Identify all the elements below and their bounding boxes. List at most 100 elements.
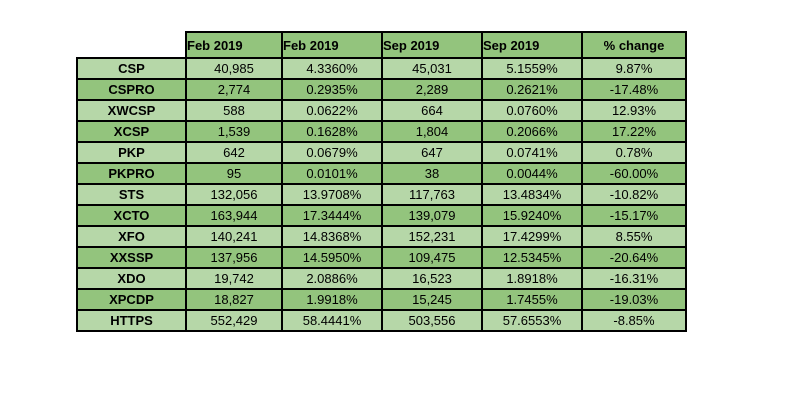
cell-pct-change: 12.93% [581, 99, 687, 122]
row-label: XDO [76, 267, 187, 290]
cell-feb-count: 1,539 [185, 120, 283, 143]
cell-pct-change: -15.17% [581, 204, 687, 227]
row-label: CSP [76, 57, 187, 80]
cell-sep-count: 503,556 [381, 309, 483, 332]
cell-feb-count: 95 [185, 162, 283, 185]
cell-feb-share: 14.5950% [281, 246, 383, 269]
cell-pct-change: -8.85% [581, 309, 687, 332]
cell-sep-share: 0.0044% [481, 162, 583, 185]
protocol-comparison-table: Feb 2019 Feb 2019 Sep 2019 Sep 2019 % ch… [76, 31, 687, 332]
header-row: Feb 2019 Feb 2019 Sep 2019 Sep 2019 % ch… [77, 31, 687, 59]
table-row: CSPRO 2,774 0.2935% 2,289 0.2621% -17.48… [76, 78, 687, 101]
cell-sep-count: 2,289 [381, 78, 483, 101]
cell-feb-count: 132,056 [185, 183, 283, 206]
cell-feb-count: 137,956 [185, 246, 283, 269]
cell-pct-change: 17.22% [581, 120, 687, 143]
header-sep-2019-share: Sep 2019 [481, 31, 583, 59]
cell-sep-share: 13.4834% [481, 183, 583, 206]
table-row: XCTO 163,944 17.3444% 139,079 15.9240% -… [76, 204, 687, 227]
cell-sep-share: 0.2066% [481, 120, 583, 143]
cell-feb-count: 18,827 [185, 288, 283, 311]
row-label: XCTO [76, 204, 187, 227]
cell-feb-count: 163,944 [185, 204, 283, 227]
cell-feb-share: 0.1628% [281, 120, 383, 143]
cell-sep-share: 0.0741% [481, 141, 583, 164]
cell-pct-change: 9.87% [581, 57, 687, 80]
row-label: CSPRO [76, 78, 187, 101]
cell-feb-count: 552,429 [185, 309, 283, 332]
corner-spacer [77, 32, 186, 58]
cell-feb-count: 140,241 [185, 225, 283, 248]
row-label: XWCSP [76, 99, 187, 122]
cell-sep-count: 16,523 [381, 267, 483, 290]
cell-feb-share: 0.2935% [281, 78, 383, 101]
cell-sep-count: 1,804 [381, 120, 483, 143]
cell-sep-count: 664 [381, 99, 483, 122]
cell-sep-share: 15.9240% [481, 204, 583, 227]
cell-feb-share: 4.3360% [281, 57, 383, 80]
cell-sep-share: 17.4299% [481, 225, 583, 248]
cell-feb-share: 0.0679% [281, 141, 383, 164]
table-row: XPCDP 18,827 1.9918% 15,245 1.7455% -19.… [76, 288, 687, 311]
cell-feb-count: 642 [185, 141, 283, 164]
cell-feb-share: 0.0101% [281, 162, 383, 185]
cell-sep-count: 117,763 [381, 183, 483, 206]
cell-pct-change: 8.55% [581, 225, 687, 248]
table-row: XFO 140,241 14.8368% 152,231 17.4299% 8.… [76, 225, 687, 248]
cell-feb-share: 0.0622% [281, 99, 383, 122]
cell-sep-share: 57.6553% [481, 309, 583, 332]
cell-feb-share: 58.4441% [281, 309, 383, 332]
cell-sep-share: 0.0760% [481, 99, 583, 122]
row-label: HTTPS [76, 309, 187, 332]
cell-sep-share: 0.2621% [481, 78, 583, 101]
row-label: XXSSP [76, 246, 187, 269]
cell-sep-count: 152,231 [381, 225, 483, 248]
cell-feb-count: 19,742 [185, 267, 283, 290]
cell-pct-change: -17.48% [581, 78, 687, 101]
table-row: CSP 40,985 4.3360% 45,031 5.1559% 9.87% [76, 57, 687, 80]
table-row: PKPRO 95 0.0101% 38 0.0044% -60.00% [76, 162, 687, 185]
cell-pct-change: -19.03% [581, 288, 687, 311]
cell-sep-count: 109,475 [381, 246, 483, 269]
cell-feb-share: 2.0886% [281, 267, 383, 290]
row-label: XPCDP [76, 288, 187, 311]
table-row: PKP 642 0.0679% 647 0.0741% 0.78% [76, 141, 687, 164]
header-pct-change: % change [581, 31, 687, 59]
cell-sep-count: 45,031 [381, 57, 483, 80]
table-row: XWCSP 588 0.0622% 664 0.0760% 12.93% [76, 99, 687, 122]
header-feb-2019-count: Feb 2019 [185, 31, 283, 59]
cell-sep-count: 38 [381, 162, 483, 185]
cell-sep-count: 647 [381, 141, 483, 164]
cell-feb-share: 14.8368% [281, 225, 383, 248]
cell-feb-count: 40,985 [185, 57, 283, 80]
cell-feb-share: 13.9708% [281, 183, 383, 206]
table-row: XXSSP 137,956 14.5950% 109,475 12.5345% … [76, 246, 687, 269]
cell-feb-count: 588 [185, 99, 283, 122]
row-label: PKPRO [76, 162, 187, 185]
table-row: STS 132,056 13.9708% 117,763 13.4834% -1… [76, 183, 687, 206]
cell-feb-share: 17.3444% [281, 204, 383, 227]
cell-feb-count: 2,774 [185, 78, 283, 101]
table-row: HTTPS 552,429 58.4441% 503,556 57.6553% … [76, 309, 687, 332]
row-label: PKP [76, 141, 187, 164]
cell-pct-change: -10.82% [581, 183, 687, 206]
row-label: XFO [76, 225, 187, 248]
table-body: CSP 40,985 4.3360% 45,031 5.1559% 9.87% … [76, 57, 687, 332]
cell-sep-share: 12.5345% [481, 246, 583, 269]
row-label: STS [76, 183, 187, 206]
cell-sep-count: 139,079 [381, 204, 483, 227]
header-feb-2019-share: Feb 2019 [281, 31, 383, 59]
cell-sep-count: 15,245 [381, 288, 483, 311]
cell-sep-share: 1.8918% [481, 267, 583, 290]
cell-pct-change: -16.31% [581, 267, 687, 290]
table-row: XDO 19,742 2.0886% 16,523 1.8918% -16.31… [76, 267, 687, 290]
cell-sep-share: 5.1559% [481, 57, 583, 80]
cell-sep-share: 1.7455% [481, 288, 583, 311]
header-sep-2019-count: Sep 2019 [381, 31, 483, 59]
cell-pct-change: -60.00% [581, 162, 687, 185]
cell-feb-share: 1.9918% [281, 288, 383, 311]
cell-pct-change: -20.64% [581, 246, 687, 269]
table-row: XCSP 1,539 0.1628% 1,804 0.2066% 17.22% [76, 120, 687, 143]
cell-pct-change: 0.78% [581, 141, 687, 164]
